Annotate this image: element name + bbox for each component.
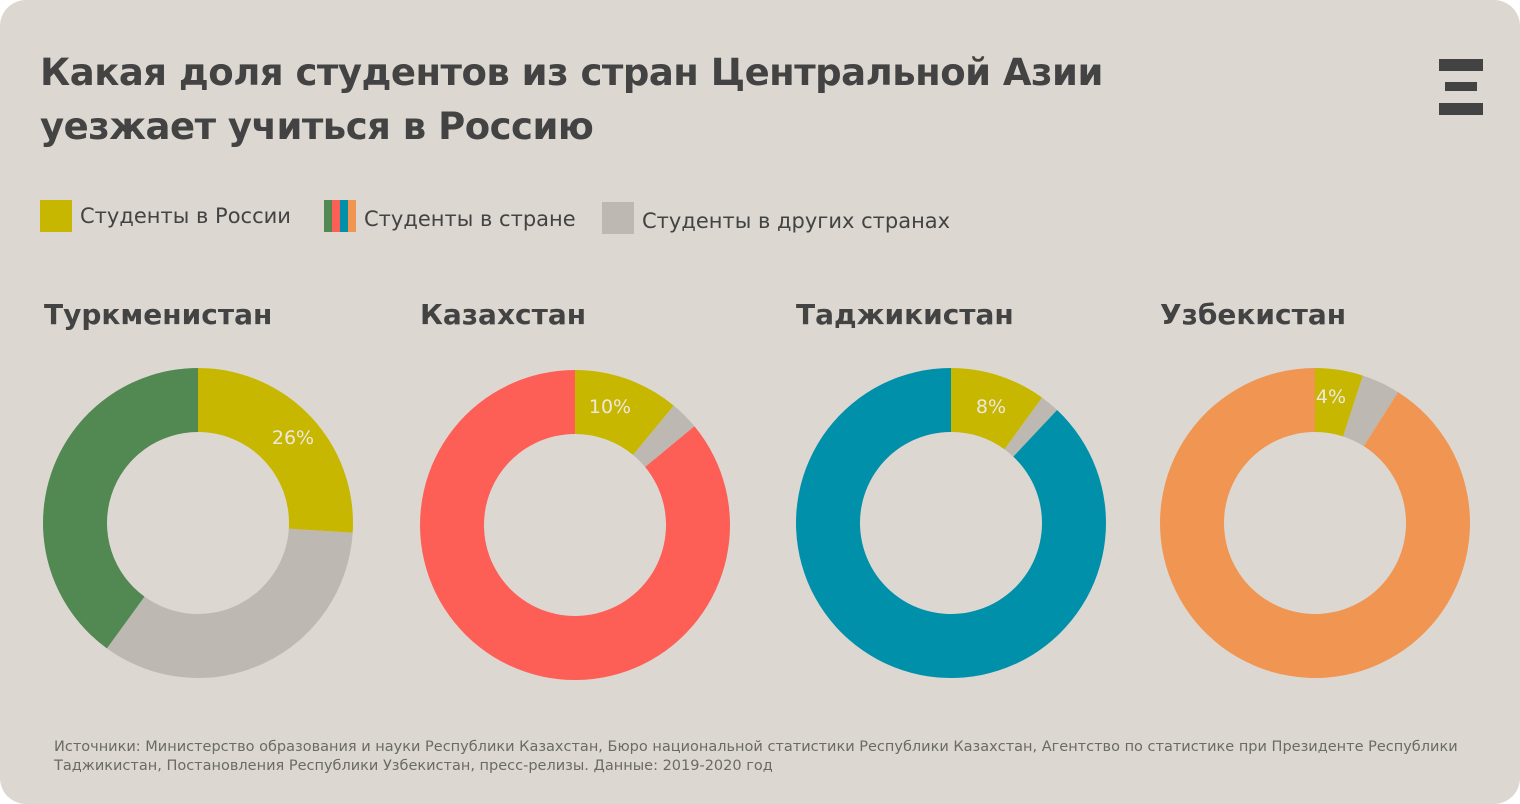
donut-percent-label: 8% [976,396,1006,418]
legend-swatch-other [602,202,634,234]
title-line-1: Какая доля студентов из стран Центрально… [40,51,1103,94]
donut-slice [1315,368,1363,437]
title-line-2: уезжает учиться в Россию [40,105,594,148]
donut-slice [43,368,198,649]
donut-slice [1159,368,1470,679]
legend-label: Студенты в других странах [642,209,951,233]
donut-3: 4% [1159,368,1470,679]
legend-swatch-russia [40,200,72,232]
page-title: Какая доля студентов из стран Центрально… [40,46,1240,154]
donut-slice [106,528,353,678]
legend-label: Студенты в России [80,204,291,228]
donut-slice [1004,397,1058,457]
donut-slice [1343,375,1399,447]
donut-percent-label: 10% [589,396,631,418]
donut-slice [796,368,1106,678]
donut-slice [420,370,730,680]
donut-slice [198,368,353,533]
donut-percent-label: 4% [1316,386,1346,408]
legend-label: Студенты в стране [364,207,576,231]
country-title-uzbekistan: Узбекистан [1160,298,1347,331]
legend-swatch-home [324,200,356,232]
donut-1: 10% [420,370,730,680]
country-title-kazakhstan: Казахстан [420,298,587,331]
donut-slice [633,405,695,467]
country-title-turkmenistan: Туркменистан [44,298,273,331]
donut-0: 26% [43,368,353,678]
donut-2: 8% [796,368,1106,678]
three-bars-logo-icon [1439,59,1483,116]
donut-slice [951,368,1043,450]
donut-percent-label: 26% [272,427,314,449]
donut-slice [575,370,674,455]
source-note: Источники: Министерство образования и на… [54,739,1458,774]
country-title-tajikistan: Таджикистан [796,298,1014,331]
